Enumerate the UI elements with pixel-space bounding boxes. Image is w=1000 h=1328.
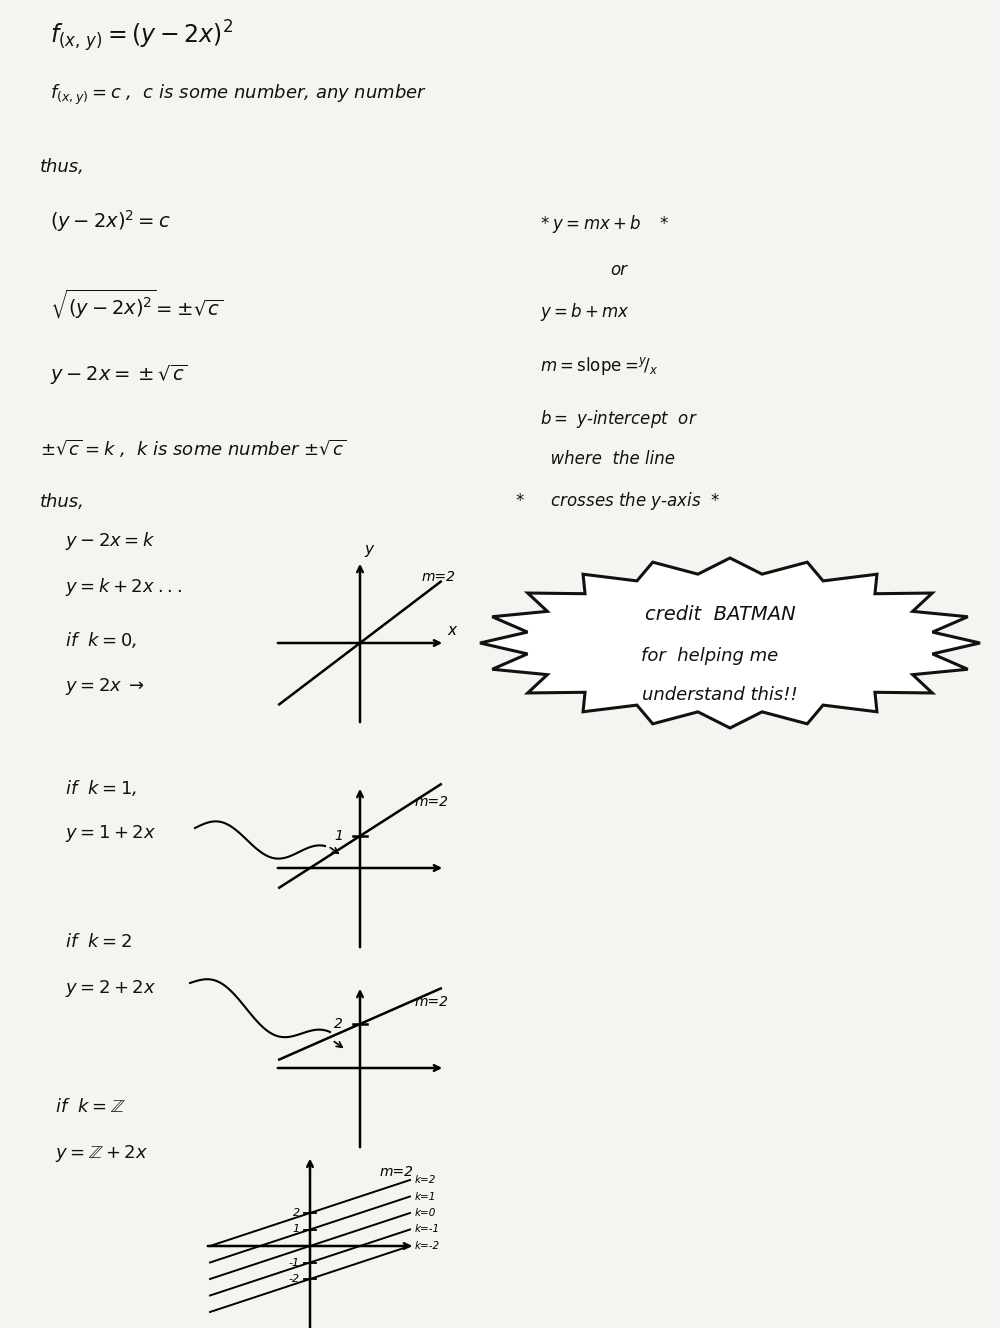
Text: 2: 2 (334, 1017, 343, 1031)
Text: $y=2+2x$: $y=2+2x$ (65, 977, 156, 999)
Text: thus,: thus, (40, 493, 85, 511)
Text: if  $k=0$,: if $k=0$, (65, 629, 137, 649)
Text: $(y-2x)^2=c$: $(y-2x)^2=c$ (50, 208, 170, 234)
Text: 1: 1 (293, 1224, 300, 1235)
Polygon shape (480, 558, 980, 728)
Text: if  $k=2$: if $k=2$ (65, 934, 132, 951)
Text: m=2: m=2 (415, 795, 449, 809)
Text: -2: -2 (289, 1274, 300, 1284)
Text: $f_{(x,\,y)}=(y-2x)^2$: $f_{(x,\,y)}=(y-2x)^2$ (50, 19, 233, 54)
Text: $*$: $*$ (515, 490, 525, 509)
Text: if  $k=\mathbb{Z}$: if $k=\mathbb{Z}$ (55, 1098, 126, 1116)
Text: $y=k+2x\;...$: $y=k+2x\;...$ (65, 576, 182, 598)
Text: $m=\mathrm{slope}=\!^y\!/_{x}$: $m=\mathrm{slope}=\!^y\!/_{x}$ (540, 355, 658, 377)
Text: crosses the y-axis  $*$: crosses the y-axis $*$ (540, 490, 720, 513)
Text: m=2: m=2 (422, 570, 456, 584)
Text: k=1: k=1 (415, 1191, 436, 1202)
Text: y: y (364, 542, 373, 556)
Text: m=2: m=2 (380, 1165, 414, 1179)
Text: for  helping me: for helping me (641, 647, 779, 665)
Text: 1: 1 (334, 829, 343, 843)
Text: credit  BATMAN: credit BATMAN (645, 606, 795, 624)
Text: $y-2x=k$: $y-2x=k$ (65, 530, 155, 552)
Text: if  $k=1$,: if $k=1$, (65, 778, 137, 798)
Text: k=0: k=0 (415, 1208, 436, 1218)
Text: 2: 2 (293, 1208, 300, 1218)
Text: $y=\mathbb{Z}+2x$: $y=\mathbb{Z}+2x$ (55, 1143, 148, 1165)
Text: k=2: k=2 (415, 1175, 436, 1185)
Text: or: or (610, 262, 627, 279)
Text: m=2: m=2 (415, 995, 449, 1009)
Text: $f_{(x,y)}=c$ ,  c is some number, any number: $f_{(x,y)}=c$ , c is some number, any nu… (50, 82, 427, 108)
Text: $y=b+mx$: $y=b+mx$ (540, 301, 630, 323)
Text: $\pm\sqrt{c}=k$ ,  k is some number $\pm\sqrt{c}$: $\pm\sqrt{c}=k$ , k is some number $\pm\… (40, 438, 346, 459)
Text: $y=1+2x$: $y=1+2x$ (65, 823, 156, 845)
Text: $y=2x\;\rightarrow$: $y=2x\;\rightarrow$ (65, 676, 145, 697)
Text: k=-2: k=-2 (415, 1240, 440, 1251)
Text: thus,: thus, (40, 158, 85, 177)
Text: $b=$ y-intercept  or: $b=$ y-intercept or (540, 408, 698, 430)
Text: k=-1: k=-1 (415, 1224, 440, 1235)
Text: $\sqrt{(y-2x)^2}\!=\!\pm\!\sqrt{c}$: $\sqrt{(y-2x)^2}\!=\!\pm\!\sqrt{c}$ (50, 288, 223, 321)
Text: x: x (447, 623, 456, 637)
Text: understand this!!: understand this!! (642, 687, 798, 704)
Text: where  the line: where the line (540, 450, 675, 467)
Text: $y-2x=\pm\sqrt{c}$: $y-2x=\pm\sqrt{c}$ (50, 363, 188, 388)
Text: -1: -1 (289, 1258, 300, 1267)
Text: $*\;y=mx+b\quad*$: $*\;y=mx+b\quad*$ (540, 212, 669, 235)
